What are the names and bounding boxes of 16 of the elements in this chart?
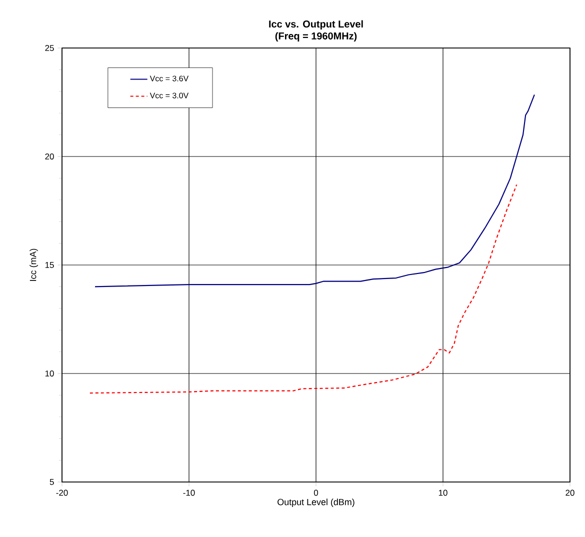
y-axis-title: Icc (mA) [30,248,38,281]
x-tick-label: 10 [438,490,448,496]
x-tick-label: -20 [56,490,68,496]
x-axis-title: Output Level (dBm) [278,498,354,507]
x-tick-label: -10 [183,490,195,496]
line-series [89,184,518,394]
chart-subtitle: (Freq = 1960MHz) [275,32,357,42]
line-series [94,94,535,288]
y-tick-label: 20 [45,154,54,160]
x-tick-label: 20 [566,490,574,496]
y-tick-label: 25 [45,45,54,51]
x-tick-label: 0 [314,490,318,496]
y-tick-label: 15 [45,262,54,268]
y-tick-label: 5 [50,479,54,485]
chart-title: Icc vs. Output Level [269,20,363,30]
y-tick-label: 10 [45,370,54,376]
